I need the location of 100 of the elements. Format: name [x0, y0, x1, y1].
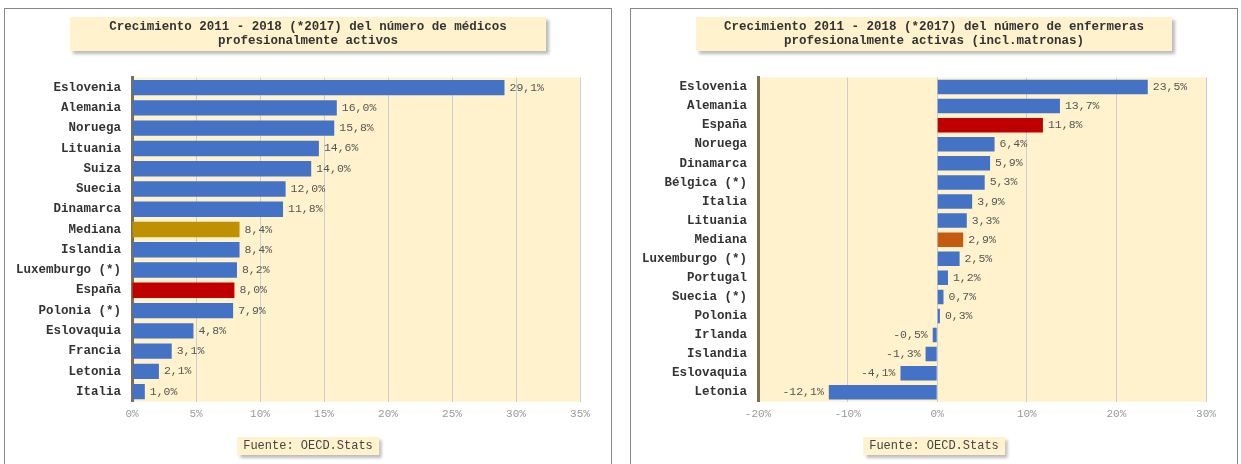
y-tick-label: Eslovenia	[679, 80, 748, 95]
bar	[132, 181, 286, 197]
data-label: 3,3%	[971, 213, 1000, 227]
bar	[132, 201, 284, 217]
data-label: 0,7%	[948, 289, 977, 303]
bar	[937, 117, 1043, 133]
y-tick-label: Letonia	[68, 364, 122, 379]
x-tick-label: 20%	[378, 408, 399, 421]
data-label: 29,1%	[509, 80, 545, 94]
bar	[937, 232, 964, 247]
data-label: 8,2%	[241, 263, 270, 277]
data-label: 0,3%	[944, 309, 973, 322]
bar	[828, 385, 937, 400]
bar	[132, 383, 145, 400]
y-tick-label: Irlanda	[694, 328, 748, 343]
data-label: 2,5%	[964, 251, 993, 265]
data-label: -0,5%	[893, 328, 928, 342]
y-tick-label: Luxemburgo (*)	[15, 263, 122, 278]
bar	[132, 343, 172, 359]
bar	[900, 365, 937, 381]
data-label: 3,1%	[176, 344, 205, 358]
bar	[937, 98, 1060, 114]
data-label: 5,9%	[995, 156, 1023, 170]
bar	[132, 79, 505, 96]
data-label: 2,1%	[163, 364, 192, 378]
y-tick-label: Letonia	[694, 385, 748, 400]
x-tick-label: -10%	[834, 408, 862, 421]
y-tick-label: España	[702, 118, 748, 133]
y-tick-label: Eslovaquia	[672, 366, 748, 381]
data-label: -4,1%	[860, 366, 896, 380]
bar	[937, 79, 1148, 95]
y-tick-label: Mediana	[68, 222, 122, 237]
data-label: 13,7%	[1064, 99, 1100, 113]
y-tick-label: Alemania	[61, 101, 122, 116]
data-label: 8,4%	[244, 222, 273, 236]
y-tick-label: Mediana	[694, 232, 748, 247]
y-tick-label: Bélgica (*)	[664, 175, 748, 190]
bar	[132, 140, 319, 157]
bar	[937, 175, 985, 190]
y-tick-label: Dinamarca	[679, 156, 748, 171]
y-tick-label: Polonia	[694, 309, 748, 324]
bar	[932, 327, 937, 343]
bar	[132, 363, 159, 380]
data-label: 14,6%	[323, 141, 359, 155]
data-label: 14,0%	[316, 161, 351, 175]
data-label: 4,8%	[198, 323, 227, 337]
data-label: 23,5%	[1152, 80, 1188, 94]
bar	[132, 302, 234, 319]
bar	[132, 100, 337, 116]
y-tick-label: Lituania	[687, 213, 748, 228]
bar	[925, 346, 937, 362]
bar	[937, 251, 960, 266]
data-label: 3,9%	[977, 194, 1005, 208]
y-tick-label: Suiza	[83, 161, 122, 176]
data-label: 11,8%	[1047, 118, 1083, 132]
data-label: 15,8%	[339, 121, 374, 135]
chart-title: Crecimiento 2011 - 2018 (*2017) del número de enfermeras profesionalmente activas (incl.matronas)	[696, 17, 1172, 51]
bar	[937, 156, 991, 171]
y-tick-label: Suecia	[76, 182, 122, 197]
y-tick-label: Francia	[68, 344, 122, 359]
data-label: -12,1%	[782, 385, 824, 399]
x-tick-label: 0%	[125, 408, 140, 421]
x-tick-label: 35%	[570, 408, 591, 421]
data-label: 1,2%	[952, 270, 981, 284]
x-tick-label: 5%	[189, 408, 204, 421]
y-tick-label: Dinamarca	[53, 202, 122, 217]
x-tick-label: 30%	[1196, 408, 1217, 421]
y-tick-label: Portugal	[687, 270, 748, 285]
y-tick-label: Suecia (*)	[672, 290, 748, 305]
data-label: 8,4%	[244, 242, 273, 256]
bar	[132, 161, 312, 177]
x-tick-label: -20%	[744, 408, 772, 421]
chart-title: Crecimiento 2011 - 2018 (*2017) del número de médicos profesionalmente activos	[70, 17, 546, 51]
data-label: 2,9%	[968, 232, 996, 246]
data-label: 1,0%	[149, 384, 178, 398]
data-label: 6,4%	[999, 137, 1028, 151]
x-tick-label: 20%	[1106, 408, 1127, 421]
data-label: -1,3%	[886, 347, 921, 361]
bar	[132, 262, 237, 278]
x-tick-label: 10%	[1016, 408, 1038, 421]
y-tick-label: Lituania	[61, 141, 122, 156]
data-label: 12,0%	[290, 182, 326, 196]
data-label: 7,9%	[238, 303, 266, 317]
x-tick-label: 10%	[250, 408, 271, 421]
bar	[132, 242, 240, 258]
data-label: 16,0%	[341, 100, 377, 114]
y-tick-label: Noruega	[68, 121, 122, 136]
x-tick-label: 30%	[506, 408, 527, 421]
y-tick-label: Islandia	[687, 347, 748, 362]
data-label: 8,0%	[239, 283, 268, 297]
bar	[937, 137, 995, 152]
x-tick-label: 0%	[930, 408, 945, 421]
y-tick-label: Noruega	[694, 137, 748, 152]
y-tick-label: Italia	[76, 384, 122, 399]
x-tick-label: 25%	[442, 408, 463, 421]
bar	[937, 213, 967, 228]
y-tick-label: Polonia (*)	[38, 303, 122, 318]
y-tick-label: Eslovenia	[53, 80, 122, 95]
bar	[937, 270, 948, 286]
y-tick-label: Luxemburgo (*)	[641, 251, 748, 266]
